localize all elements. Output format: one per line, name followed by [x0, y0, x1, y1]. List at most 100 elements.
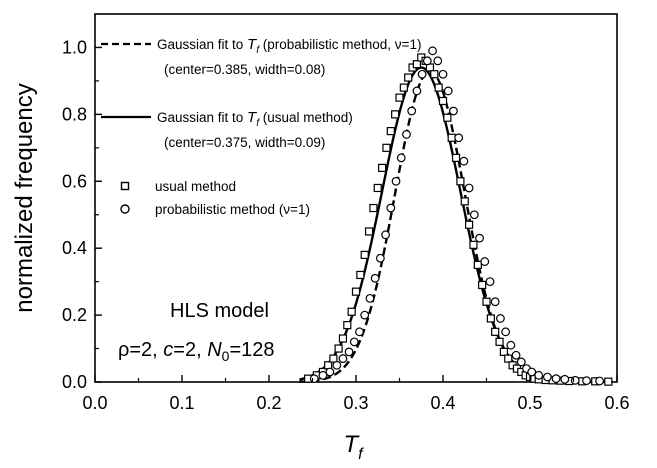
- point-probabilistic-method: [381, 230, 390, 240]
- point-usual-method: [438, 96, 448, 106]
- point-usual-method: [329, 354, 338, 363]
- point-probabilistic-method: [511, 350, 521, 360]
- point-probabilistic-method: [490, 297, 500, 307]
- point-usual-method: [364, 227, 374, 236]
- point-probabilistic-method: [309, 374, 319, 384]
- axis-ticks: 0.0 0.1 0.2 0.3 0.4 0.5 0.6 0.0 0.2 0.4 0.6 0.8 1.0: [62, 37, 630, 413]
- point-probabilistic-method: [582, 376, 591, 386]
- point-usual-method: [399, 83, 408, 92]
- point-probabilistic-method: [325, 367, 335, 377]
- point-probabilistic-method: [332, 360, 342, 370]
- point-probabilistic-method: [459, 156, 469, 166]
- x-tick-label: 0.0: [82, 393, 107, 413]
- point-usual-method: [491, 327, 500, 336]
- point-probabilistic-method: [543, 372, 552, 382]
- point-probabilistic-method: [402, 130, 411, 139]
- point-usual-method: [604, 377, 613, 386]
- point-usual-method: [412, 60, 421, 69]
- y-tick-label: 0.6: [62, 171, 87, 191]
- point-usual-method: [369, 203, 378, 213]
- point-probabilistic-method: [391, 176, 401, 186]
- x-tick-label: 0.2: [256, 393, 281, 413]
- point-usual-method: [478, 280, 487, 290]
- point-usual-method: [469, 240, 478, 249]
- point-probabilistic-method: [534, 370, 544, 380]
- point-usual-method: [386, 126, 395, 136]
- point-probabilistic-method: [480, 257, 490, 266]
- point-probabilistic-method: [551, 374, 561, 384]
- point-usual-method: [482, 297, 491, 306]
- model-annotation: HLS model ρ=2, c=2, N0=128: [118, 300, 275, 364]
- point-usual-method: [456, 177, 465, 186]
- x-tick-label: 0.4: [430, 393, 455, 413]
- point-probabilistic-method: [469, 210, 479, 220]
- data-markers: [304, 46, 613, 386]
- legend-circle-marker-icon: [120, 204, 130, 214]
- y-tick-label: 0.4: [62, 238, 87, 258]
- point-probabilistic-method: [506, 340, 516, 350]
- legend-entry-2-params: (center=0.375, width=0.09): [164, 135, 325, 150]
- point-usual-method: [504, 354, 513, 363]
- legend: Gaussian fit to Tf (probabilistic method…: [101, 36, 421, 217]
- annotation-line-1: HLS model: [170, 300, 269, 322]
- point-probabilistic-method: [595, 376, 604, 386]
- point-usual-method: [373, 183, 382, 193]
- point-probabilistic-method: [516, 357, 526, 367]
- point-probabilistic-method: [428, 46, 437, 56]
- point-probabilistic-method: [417, 69, 427, 79]
- x-tick-label: 0.6: [604, 393, 629, 413]
- point-usual-method: [443, 113, 452, 122]
- y-tick-label: 0.2: [62, 305, 87, 325]
- x-axis-title: Tf: [343, 431, 364, 463]
- point-probabilistic-method: [464, 183, 474, 193]
- point-probabilistic-method: [407, 106, 417, 116]
- point-probabilistic-method: [355, 327, 364, 337]
- point-usual-method: [499, 347, 508, 356]
- x-tick-label: 0.3: [343, 393, 368, 413]
- point-probabilistic-method: [396, 153, 406, 163]
- legend-entry-1: Gaussian fit to Tf (probabilistic method…: [157, 36, 421, 56]
- y-tick-label: 0.0: [62, 372, 87, 392]
- point-usual-method: [495, 337, 504, 346]
- point-usual-method: [473, 260, 482, 270]
- point-probabilistic-method: [370, 273, 380, 283]
- legend-entry-4: probabilistic method (ν=1): [155, 202, 310, 217]
- legend-entry-1-params: (center=0.385, width=0.08): [164, 62, 325, 77]
- point-probabilistic-method: [560, 374, 570, 384]
- x-axis-title-subscript: f: [358, 446, 364, 463]
- point-usual-method: [451, 153, 461, 162]
- y-tick-label: 0.8: [62, 104, 87, 124]
- point-probabilistic-method: [338, 354, 348, 363]
- point-probabilistic-method: [433, 56, 443, 66]
- point-probabilistic-method: [454, 133, 464, 143]
- point-probabilistic-method: [365, 293, 375, 303]
- point-usual-method: [486, 314, 495, 323]
- point-probabilistic-method: [386, 203, 396, 213]
- point-usual-method: [360, 250, 369, 259]
- point-probabilistic-method: [527, 367, 537, 377]
- y-axis-title: normalized frequency: [11, 83, 38, 312]
- x-tick-label: 0.1: [169, 393, 194, 413]
- point-usual-method: [382, 143, 391, 152]
- point-usual-method: [430, 70, 439, 79]
- point-usual-method: [447, 133, 456, 142]
- point-usual-method: [356, 270, 365, 280]
- point-probabilistic-method: [349, 337, 359, 347]
- point-probabilistic-method: [318, 370, 328, 380]
- legend-entry-2: Gaussian fit to Tf (usual method): [157, 109, 353, 129]
- point-probabilistic-method: [375, 253, 385, 263]
- point-usual-method: [334, 344, 343, 353]
- point-usual-method: [434, 83, 443, 92]
- point-usual-method: [460, 197, 469, 206]
- y-tick-label: 1.0: [62, 37, 87, 57]
- point-usual-method: [378, 163, 387, 172]
- point-probabilistic-method: [570, 375, 580, 385]
- point-probabilistic-method: [344, 347, 354, 357]
- point-probabilistic-method: [496, 314, 505, 323]
- point-probabilistic-method: [501, 327, 511, 337]
- x-tick-label: 0.5: [517, 393, 542, 413]
- point-usual-method: [351, 287, 361, 296]
- point-usual-method: [343, 321, 352, 330]
- point-probabilistic-method: [485, 277, 495, 287]
